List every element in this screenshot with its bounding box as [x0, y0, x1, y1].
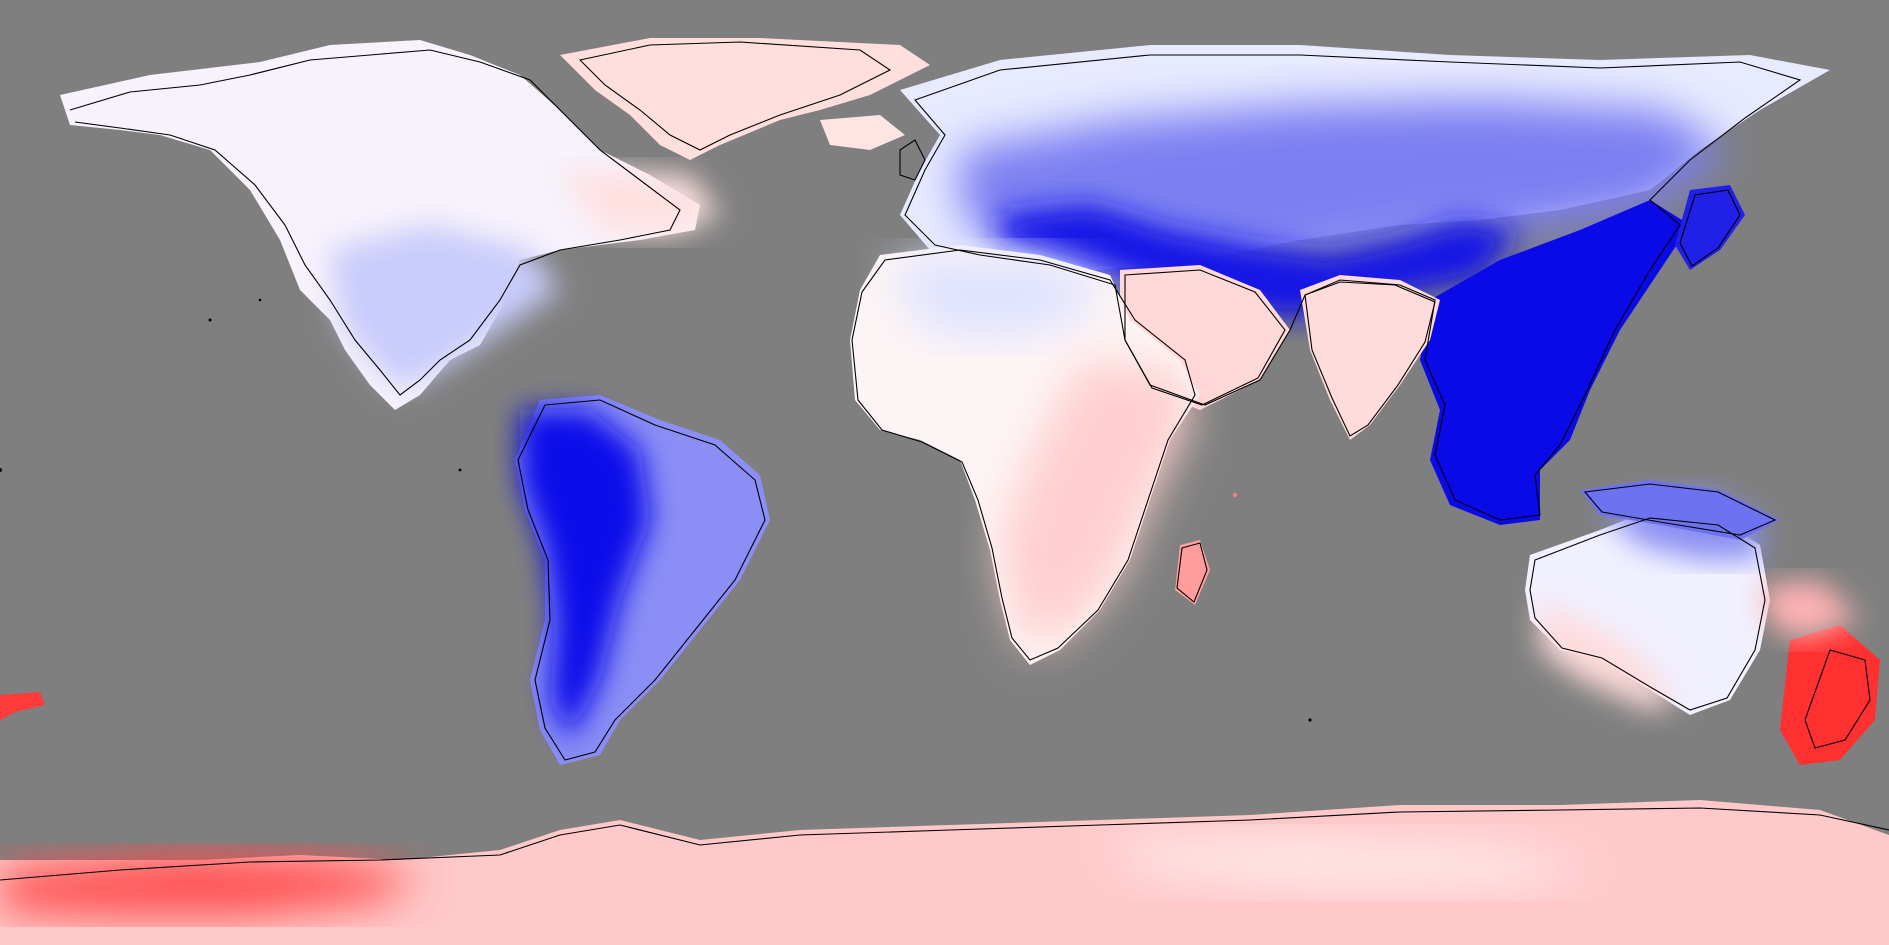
coastline-eurasia: [904, 54, 1802, 521]
coastline-japan: [1679, 189, 1741, 267]
coastline-greenland: [578, 41, 892, 151]
australia-south-pink: [1540, 600, 1680, 710]
land-fills: [0, 38, 1889, 945]
island-dot: [458, 468, 462, 472]
region-west-edge-island: [0, 692, 45, 720]
africa-pink-south-east: [1000, 360, 1190, 650]
region-greenland: [560, 38, 930, 160]
nz-halo: [1760, 580, 1860, 640]
island-dot: [1232, 492, 1238, 498]
coastline-antarctica: [0, 807, 1889, 881]
region-madagascar: [1175, 540, 1210, 605]
island-dot: [1308, 718, 1312, 722]
coastline-uk: [899, 139, 926, 181]
coastline-indonesia: [1583, 483, 1777, 536]
region-australia: [1525, 510, 1770, 715]
island-dots: [0, 298, 1312, 722]
region-iceland: [820, 115, 905, 150]
coastline-australia: [1529, 517, 1766, 711]
coastline-south-america: [517, 399, 766, 761]
coastline-africa: [851, 249, 1196, 661]
antarctica-red-west: [0, 855, 420, 915]
region-indonesia: [1580, 480, 1780, 540]
coastline-new-zealand: [1804, 649, 1871, 749]
region-antarctica: [0, 800, 1889, 945]
antarctica-pale-center: [1100, 835, 1600, 890]
south-america-core: [520, 410, 650, 740]
north-america-blue-core: [330, 225, 560, 390]
island-dot: [258, 298, 262, 302]
region-new-zealand: [1780, 625, 1880, 765]
coastline-india: [1304, 281, 1436, 437]
coastlines: [0, 41, 1889, 881]
region-india: [1300, 275, 1440, 440]
north-america-south-pink: [560, 170, 720, 235]
region-east-asia: [1420, 200, 1690, 525]
coastline-arabia: [1124, 269, 1286, 406]
japan: [1675, 185, 1745, 270]
coastline-madagascar: [1176, 542, 1208, 603]
region-north-america: [60, 40, 700, 410]
island-dot: [208, 318, 212, 322]
africa-blue-north: [900, 255, 1100, 340]
island-dot: [0, 468, 2, 472]
coastline-north-america: [69, 49, 681, 396]
